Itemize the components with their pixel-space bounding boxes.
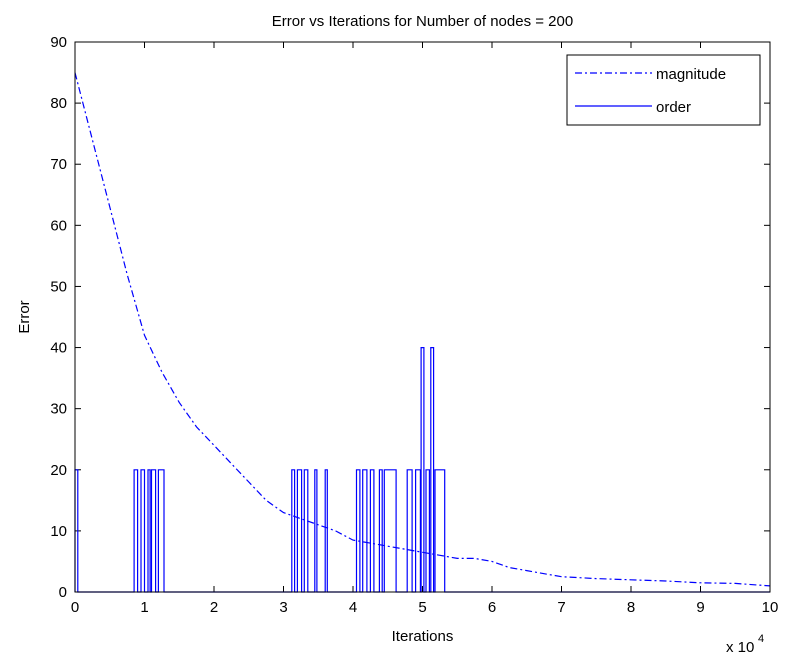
plot-frame	[74, 41, 771, 593]
x-tick-label: 2	[210, 599, 218, 616]
x-tick-label: 5	[418, 599, 426, 616]
x-tick-label: 6	[488, 599, 496, 616]
legend-box	[566, 54, 761, 126]
y-tick-label: 20	[50, 462, 67, 479]
plot-background	[75, 42, 770, 592]
series-line-magnitude	[74, 72, 771, 587]
y-tick-label: 0	[59, 584, 67, 601]
y-tick-label: 90	[50, 34, 67, 51]
axis-ticks: 0 1 2 3 4 5 6 7 8 9 10 0 10 20 30 40 50 60 70 80 90	[50, 34, 778, 616]
x-axis-label: Iterations	[392, 628, 454, 645]
y-tick-label: 80	[50, 95, 67, 112]
y-tick-label: 60	[50, 217, 67, 234]
x-tick-label: 9	[696, 599, 704, 616]
x-tick-label: 1	[140, 599, 148, 616]
x-tick-label: 0	[71, 599, 79, 616]
y-axis-label: Error	[16, 300, 33, 333]
x-tick-label: 7	[557, 599, 565, 616]
x-exponent-power: 4	[758, 633, 764, 645]
y-tick-label: 30	[50, 401, 67, 418]
x-tick-label: 3	[279, 599, 287, 616]
legend-label-magnitude: magnitude	[656, 66, 726, 83]
x-tick-label: 4	[349, 599, 357, 616]
y-tick-label: 70	[50, 156, 67, 173]
legend-label-order: order	[656, 99, 691, 116]
y-tick-label: 40	[50, 340, 67, 357]
x-tick-label: 8	[627, 599, 635, 616]
y-tick-label: 50	[50, 278, 67, 295]
chart-title: Error vs Iterations for Number of nodes …	[272, 13, 573, 30]
x-tick-label: 10	[762, 599, 779, 616]
y-tick-label: 10	[50, 523, 67, 540]
legend: magnitude order	[566, 54, 761, 126]
x-axis-exponent: x 10 4	[726, 633, 764, 656]
x-exponent-base: x 10	[726, 639, 754, 656]
